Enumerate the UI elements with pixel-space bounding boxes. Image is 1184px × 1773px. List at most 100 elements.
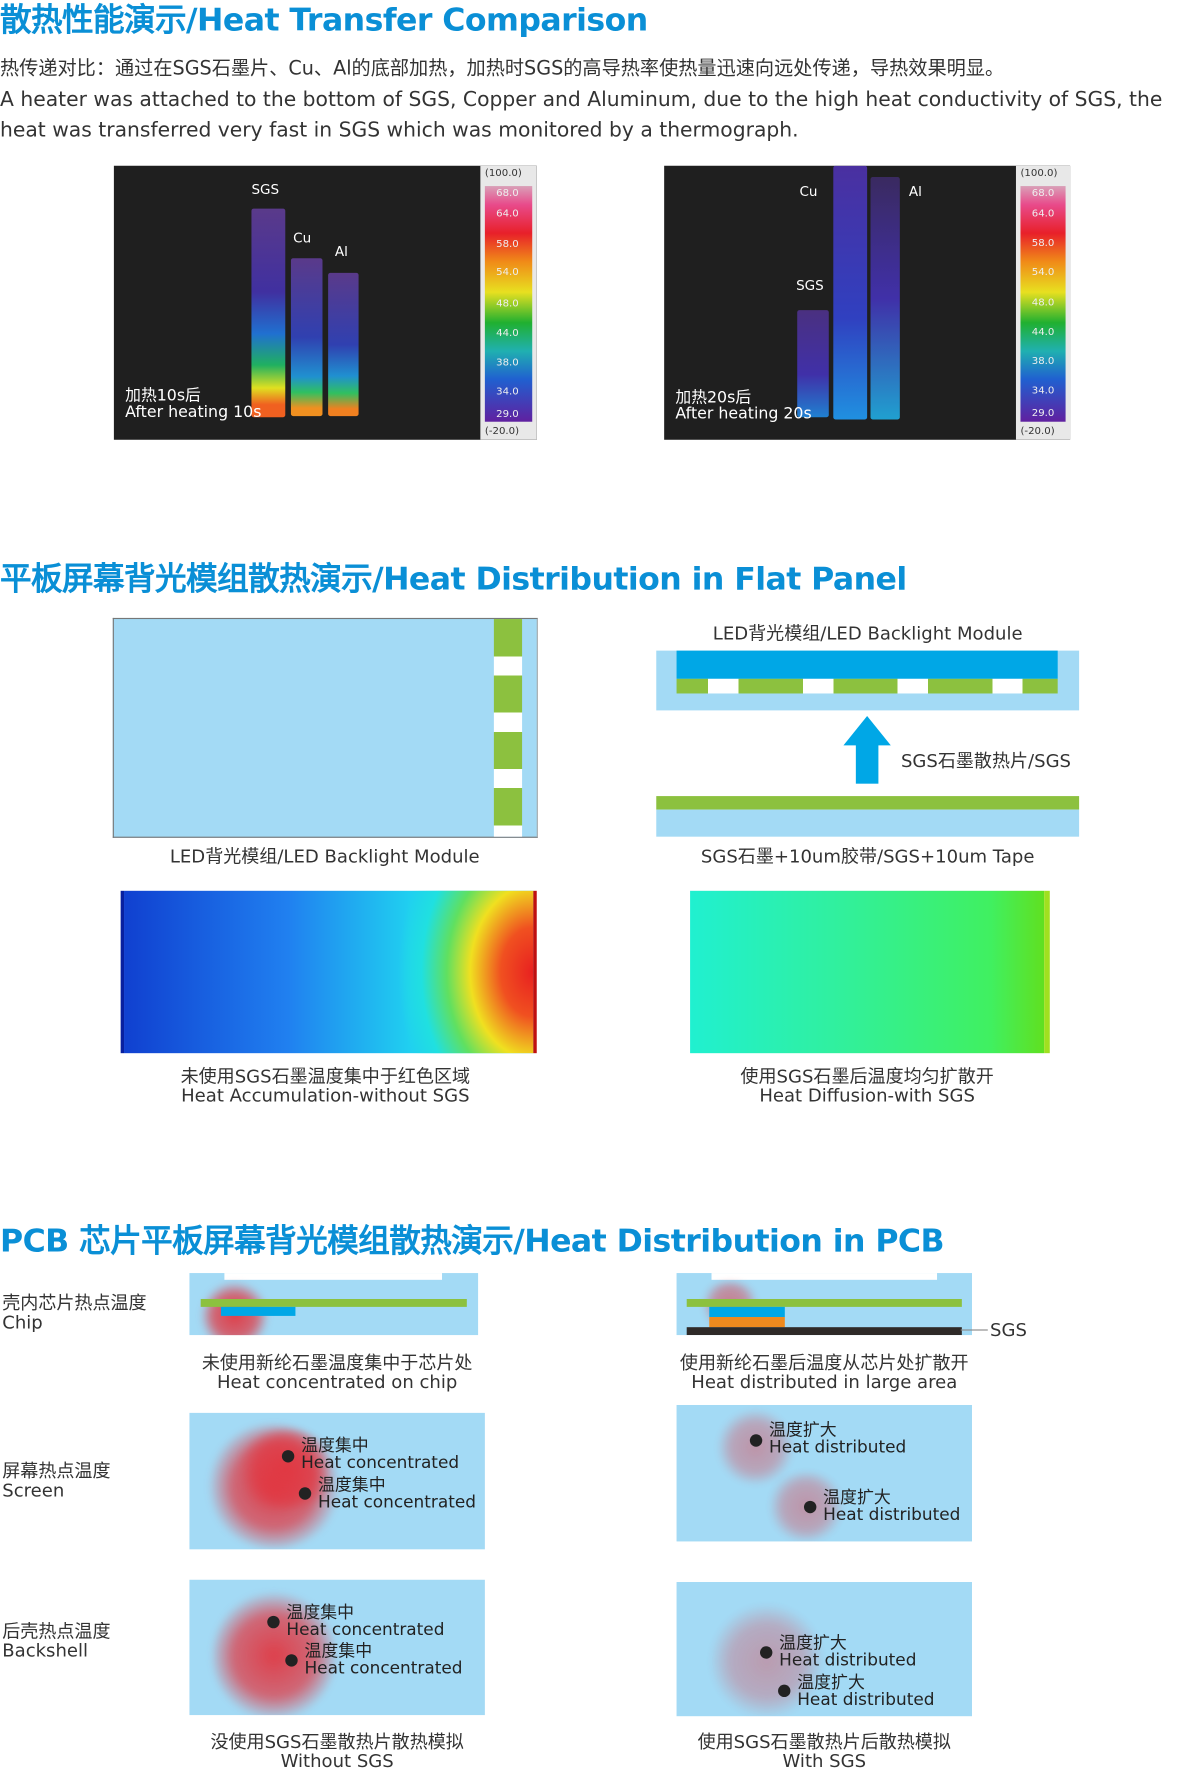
pcb-board	[686, 1298, 962, 1307]
row-backshell-label-en: Backshell	[2, 1639, 89, 1661]
tick: 58.0	[1031, 237, 1055, 250]
thermal-pad	[709, 1317, 785, 1328]
section1-title: 散热性能演示/Heat Transfer Comparison	[0, 1, 648, 39]
tick: 38.0	[496, 357, 519, 369]
heatmap-without-sgs	[120, 890, 537, 1054]
label-al: Al	[908, 183, 922, 200]
sgs-bar	[251, 208, 286, 418]
label-sgs: SGS	[251, 181, 280, 198]
led-strip	[676, 678, 1058, 694]
heat-right-en: Heat Diffusion-with SGS	[759, 1084, 975, 1107]
temperature-scale: (100.0) 68.0 64.0 58.0 54.0 48.0 44.0 38…	[1015, 165, 1071, 440]
sgs-sheet	[686, 1327, 962, 1336]
temperature-scale: (100.0) 68.0 64.0 58.0 54.0 48.0 44.0 38…	[480, 165, 537, 440]
annotation-cn: 温度扩大	[779, 1632, 847, 1654]
annotation-cn: 温度集中	[304, 1640, 373, 1661]
bottom-left-cn: 没使用SGS石墨散热片散热模拟	[210, 1730, 464, 1753]
chip-with-sgs	[676, 1273, 972, 1336]
annotation-cn: 温度扩大	[823, 1487, 891, 1508]
annotation-cn: 温度扩大	[769, 1419, 837, 1440]
section2-title: 平板屏幕背光模组散热演示/Heat Distribution in Flat P…	[0, 560, 907, 598]
annotation-en: Heat concentrated	[304, 1657, 463, 1678]
annotation-en: Heat distributed	[779, 1649, 917, 1670]
row-screen-label-cn: 屏幕热点温度	[2, 1460, 111, 1482]
hotspot-dot	[803, 1500, 817, 1514]
thermograph-20s: Cu Al SGS 加热20s后 After heating 20s (100.…	[664, 165, 1071, 440]
heatmap-with-sgs	[690, 890, 1050, 1054]
row-chip-label-en: Chip	[2, 1311, 43, 1333]
bottom-left-en: Without SGS	[280, 1750, 394, 1772]
caption-en: After heating 20s	[675, 404, 812, 423]
tick: 48.0	[1031, 297, 1055, 309]
annotation-en: Heat concentrated	[317, 1491, 477, 1513]
scale-max: (100.0)	[1020, 168, 1058, 180]
hotspot-dot	[749, 1434, 763, 1447]
row-backshell-label-cn: 后壳热点温度	[2, 1620, 111, 1642]
tick: 64.0	[496, 208, 519, 220]
heat-left-cn: 未使用SGS石墨温度集中于红色区域	[180, 1065, 471, 1088]
chip-left-en: Heat concentrated on chip	[216, 1371, 458, 1393]
screen-with-sgs: 温度扩大 Heat distributed 温度扩大 Heat distribu…	[676, 1404, 972, 1542]
sgs-bar	[797, 310, 829, 418]
bottom-right-cn: 使用SGS石墨散热片后散热模拟	[697, 1730, 951, 1753]
tick: 29.0	[496, 409, 519, 421]
scale-max: (100.0)	[484, 168, 522, 180]
section1-desc-cn: 热传递对比：通过在SGS石墨片、Cu、Al的底部加热，加热时SGS的高导热率使热…	[0, 57, 1005, 81]
led-backlight-front-view	[112, 617, 538, 838]
annotation-en: Heat concentrated	[286, 1619, 445, 1640]
tick: 34.0	[496, 386, 519, 399]
caption-cn: 加热20s后	[675, 389, 752, 408]
right-top-label: LED背光模组/LED Backlight Module	[712, 622, 1023, 644]
scale-min: (-20.0)	[1020, 426, 1055, 438]
section3-title: PCB 芯片平板屏幕背光模组散热演示/Heat Distribution in …	[0, 1222, 945, 1260]
sgs-layer	[656, 796, 1080, 810]
sgs-arrow-label: SGS石墨散热片/SGS	[900, 749, 1072, 772]
sgs-label: SGS	[990, 1319, 1027, 1341]
chip	[709, 1306, 785, 1318]
al-bar	[870, 177, 900, 420]
pcb-board	[200, 1298, 467, 1307]
chip-without-sgs	[189, 1273, 479, 1336]
hotspot-dot	[267, 1615, 280, 1629]
annotation-cn: 温度集中	[286, 1602, 355, 1623]
label-al: Al	[334, 243, 348, 260]
label-cu: Cu	[293, 230, 312, 246]
scale-min: (-20.0)	[484, 426, 520, 438]
annotation-en: Heat concentrated	[301, 1452, 460, 1473]
al-bar	[328, 272, 359, 417]
label-cu: Cu	[799, 183, 818, 200]
heat-right-cn: 使用SGS石墨后温度均匀扩散开	[740, 1065, 994, 1088]
tick: 29.0	[1031, 408, 1055, 420]
hotspot-dot	[298, 1487, 312, 1500]
arrow-up-icon	[843, 716, 891, 746]
section1-desc-en-1: A heater was attached to the bottom of S…	[0, 87, 1163, 112]
row-chip-label-cn: 壳内芯片热点温度	[2, 1292, 147, 1314]
screen-without-sgs: 温度集中 Heat concentrated 温度集中 Heat concent…	[189, 1412, 485, 1550]
tick: 34.0	[1031, 385, 1055, 397]
hotspot-dot	[285, 1654, 298, 1667]
tick: 44.0	[496, 328, 519, 340]
annotation-en: Heat distributed	[769, 1436, 907, 1457]
cu-bar	[290, 258, 323, 417]
hotspot-dot	[760, 1646, 773, 1659]
row-screen-label-en: Screen	[2, 1479, 65, 1501]
tick: 68.0	[1031, 188, 1055, 200]
thermograph-10s: SGS Cu Al 加热10s后 After heating 10s (100.…	[113, 165, 537, 440]
tick: 38.0	[1031, 356, 1055, 368]
heat-left-en: Heat Accumulation-without SGS	[181, 1084, 470, 1107]
led-strip	[493, 619, 523, 837]
tick: 58.0	[496, 239, 519, 251]
tick: 54.0	[496, 267, 519, 279]
label-sgs: SGS	[796, 277, 824, 294]
chip-left-cn: 未使用新纶石墨温度集中于芯片处	[201, 1351, 473, 1374]
right-caption: SGS石墨+10um胶带/SGS+10um Tape	[700, 845, 1035, 868]
led-module-side-view	[656, 650, 1080, 711]
tick: 54.0	[1031, 267, 1055, 279]
hotspot-dot	[281, 1450, 295, 1463]
tick: 68.0	[496, 188, 519, 200]
caption-en: After heating 10s	[125, 403, 262, 422]
chip	[221, 1306, 296, 1316]
annotation-en: Heat distributed	[797, 1689, 935, 1710]
arrow-shaft	[855, 744, 879, 784]
section1-desc-en-2: heat was transferred very fast in SGS wh…	[0, 118, 799, 143]
